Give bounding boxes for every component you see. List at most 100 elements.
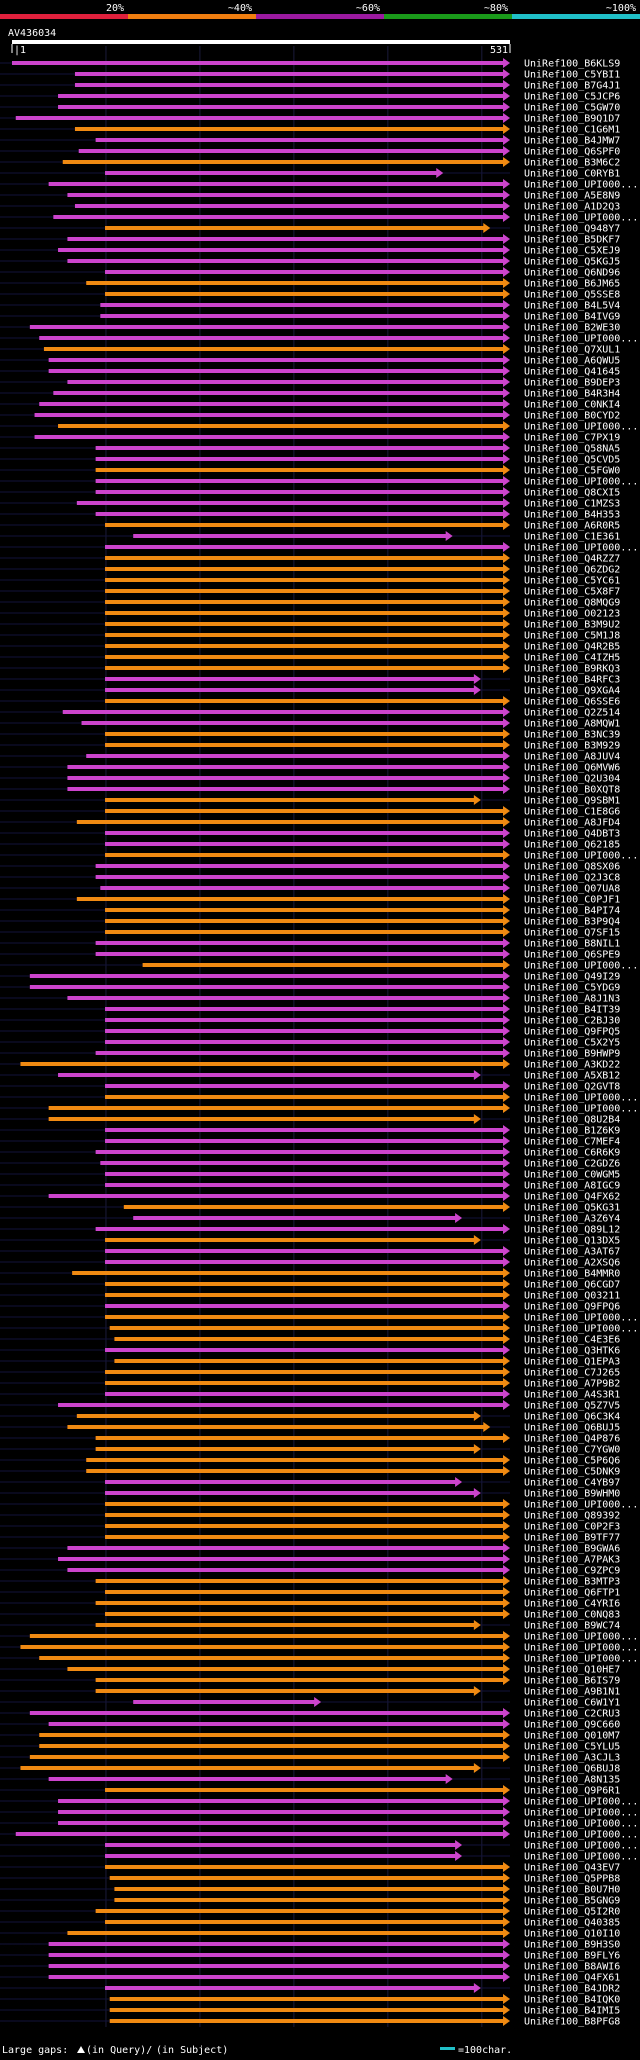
hit-label[interactable]: UniRef100_B1Z6K9 (524, 1126, 620, 1137)
hit-label[interactable]: UniRef100_C5X2Y5 (524, 1038, 620, 1049)
hit-label[interactable]: UniRef100_Q6ND96 (524, 268, 620, 279)
hit-label[interactable]: UniRef100_C0NKI4 (524, 400, 620, 411)
hit-label[interactable]: UniRef100_O02123 (524, 609, 620, 620)
hit-label[interactable]: UniRef100_Q43EV7 (524, 1863, 620, 1874)
hit-label[interactable]: UniRef100_B4JMW7 (524, 136, 620, 147)
hit-label[interactable]: UniRef100_B3M929 (524, 741, 620, 752)
hit-label[interactable]: UniRef100_C7YGW0 (524, 1445, 620, 1456)
hit-label[interactable]: UniRef100_B9FLY6 (524, 1951, 620, 1962)
hit-label[interactable]: UniRef100_UPI000... (524, 1313, 638, 1324)
hit-label[interactable]: UniRef100_Q40385 (524, 1918, 620, 1929)
hit-label[interactable]: UniRef100_A3Z6Y4 (524, 1214, 620, 1225)
hit-label[interactable]: UniRef100_Q4FX61 (524, 1973, 620, 1984)
hit-label[interactable]: UniRef100_B3MTP3 (524, 1577, 620, 1588)
hit-label[interactable]: UniRef100_Q4DBT3 (524, 829, 620, 840)
hit-label[interactable]: UniRef100_Q5SSE8 (524, 290, 620, 301)
hit-label[interactable]: UniRef100_A5E8N9 (524, 191, 620, 202)
hit-label[interactable]: UniRef100_UPI000... (524, 1654, 638, 1665)
hit-label[interactable]: UniRef100_B0XQT8 (524, 785, 620, 796)
hit-label[interactable]: UniRef100_UPI000... (524, 851, 638, 862)
hit-label[interactable]: UniRef100_A8J1N3 (524, 994, 620, 1005)
hit-label[interactable]: UniRef100_UPI000... (524, 1841, 638, 1852)
hit-label[interactable]: UniRef100_Q9SBM1 (524, 796, 620, 807)
hit-label[interactable]: UniRef100_UPI000... (524, 543, 638, 554)
hit-label[interactable]: UniRef100_Q4P876 (524, 1434, 620, 1445)
hit-label[interactable]: UniRef100_C5X8F7 (524, 587, 620, 598)
hit-label[interactable]: UniRef100_B4IQK0 (524, 1995, 620, 2006)
hit-label[interactable]: UniRef100_B3NC39 (524, 730, 620, 741)
hit-label[interactable]: UniRef100_Q6SSE6 (524, 697, 620, 708)
hit-label[interactable]: UniRef100_UPI000... (524, 1797, 638, 1808)
hit-label[interactable]: UniRef100_B5DKF7 (524, 235, 620, 246)
hit-label[interactable]: UniRef100_UPI000... (524, 477, 638, 488)
hit-label[interactable]: UniRef100_B8NIL1 (524, 939, 620, 950)
hit-label[interactable]: UniRef100_Q6SPF0 (524, 147, 620, 158)
hit-label[interactable]: UniRef100_Q9XGA4 (524, 686, 620, 697)
hit-label[interactable]: UniRef100_Q10I10 (524, 1929, 620, 1940)
hit-label[interactable]: UniRef100_C4YB97 (524, 1478, 620, 1489)
hit-label[interactable]: UniRef100_Q2GVT8 (524, 1082, 620, 1093)
hit-label[interactable]: UniRef100_B9Q1D7 (524, 114, 620, 125)
hit-label[interactable]: UniRef100_A3KD22 (524, 1060, 620, 1071)
hit-label[interactable]: UniRef100_Q9FPQ6 (524, 1302, 620, 1313)
hit-label[interactable]: UniRef100_Q6C3K4 (524, 1412, 620, 1423)
hit-label[interactable]: UniRef100_Q5PPB8 (524, 1874, 620, 1885)
hit-label[interactable]: UniRef100_A8MQW1 (524, 719, 620, 730)
hit-label[interactable]: UniRef100_B6JM65 (524, 279, 620, 290)
hit-label[interactable]: UniRef100_C2CRU3 (524, 1709, 620, 1720)
hit-label[interactable]: UniRef100_B9H3S0 (524, 1940, 620, 1951)
hit-label[interactable]: UniRef100_C5DNK9 (524, 1467, 620, 1478)
hit-label[interactable]: UniRef100_Q6SPE9 (524, 950, 620, 961)
hit-label[interactable]: UniRef100_B6KLS9 (524, 59, 620, 70)
hit-label[interactable]: UniRef100_B3M6C2 (524, 158, 620, 169)
hit-label[interactable]: UniRef100_Q948Y7 (524, 224, 620, 235)
hit-label[interactable]: UniRef100_C5P6Q6 (524, 1456, 620, 1467)
hit-label[interactable]: UniRef100_A2XSQ6 (524, 1258, 620, 1269)
hit-label[interactable]: UniRef100_B4H353 (524, 510, 620, 521)
hit-label[interactable]: UniRef100_UPI000... (524, 1643, 638, 1654)
hit-label[interactable]: UniRef100_A7PAK3 (524, 1555, 620, 1566)
hit-label[interactable]: UniRef100_C0NQ83 (524, 1610, 620, 1621)
hit-label[interactable]: UniRef100_B8PFG8 (524, 2017, 620, 2028)
hit-label[interactable]: UniRef100_Q13DX5 (524, 1236, 620, 1247)
hit-label[interactable]: UniRef100_UPI000... (524, 1808, 638, 1819)
hit-label[interactable]: UniRef100_B9GWA6 (524, 1544, 620, 1555)
hit-label[interactable]: UniRef100_A8N135 (524, 1775, 620, 1786)
hit-label[interactable]: UniRef100_C5M1J8 (524, 631, 620, 642)
hit-label[interactable]: UniRef100_C0PJF1 (524, 895, 620, 906)
hit-label[interactable]: UniRef100_C6W1Y1 (524, 1698, 620, 1709)
hit-label[interactable]: UniRef100_B4IVG9 (524, 312, 620, 323)
hit-label[interactable]: UniRef100_Q3HTK6 (524, 1346, 620, 1357)
hit-label[interactable]: UniRef100_B4MMR0 (524, 1269, 620, 1280)
hit-label[interactable]: UniRef100_UPI000... (524, 213, 638, 224)
hit-label[interactable]: UniRef100_A5XB12 (524, 1071, 620, 1082)
hit-label[interactable]: UniRef100_Q6BUJ5 (524, 1423, 620, 1434)
hit-label[interactable]: UniRef100_C4YRI6 (524, 1599, 620, 1610)
hit-label[interactable]: UniRef100_B9HWP9 (524, 1049, 620, 1060)
hit-label[interactable]: UniRef100_B9WHM0 (524, 1489, 620, 1500)
hit-label[interactable]: UniRef100_Q7XUL1 (524, 345, 620, 356)
hit-label[interactable]: UniRef100_Q6ZDG2 (524, 565, 620, 576)
hit-label[interactable]: UniRef100_UPI000... (524, 180, 638, 191)
hit-label[interactable]: UniRef100_Q49I29 (524, 972, 620, 983)
hit-label[interactable]: UniRef100_A3AT67 (524, 1247, 620, 1258)
hit-label[interactable]: UniRef100_B9TF77 (524, 1533, 620, 1544)
hit-label[interactable]: UniRef100_A9B1N1 (524, 1687, 620, 1698)
hit-label[interactable]: UniRef100_B4R3H4 (524, 389, 620, 400)
hit-label[interactable]: UniRef100_C1MZS3 (524, 499, 620, 510)
hit-label[interactable]: UniRef100_UPI000... (524, 1819, 638, 1830)
hit-label[interactable]: UniRef100_C0P2F3 (524, 1522, 620, 1533)
hit-label[interactable]: UniRef100_C1E8G6 (524, 807, 620, 818)
hit-label[interactable]: UniRef100_Q5I2R0 (524, 1907, 620, 1918)
hit-label[interactable]: UniRef100_C5YDG9 (524, 983, 620, 994)
hit-label[interactable]: UniRef100_UPI000... (524, 1093, 638, 1104)
hit-label[interactable]: UniRef100_Q9FPQ5 (524, 1027, 620, 1038)
hit-label[interactable]: UniRef100_UPI000... (524, 334, 638, 345)
hit-label[interactable]: UniRef100_UPI000... (524, 1852, 638, 1863)
hit-label[interactable]: UniRef100_Q89392 (524, 1511, 620, 1522)
hit-label[interactable]: UniRef100_C7PX19 (524, 433, 620, 444)
hit-label[interactable]: UniRef100_A3CJL3 (524, 1753, 620, 1764)
hit-label[interactable]: UniRef100_B4PI74 (524, 906, 620, 917)
hit-label[interactable]: UniRef100_Q6CGD7 (524, 1280, 620, 1291)
hit-label[interactable]: UniRef100_Q10HE7 (524, 1665, 620, 1676)
